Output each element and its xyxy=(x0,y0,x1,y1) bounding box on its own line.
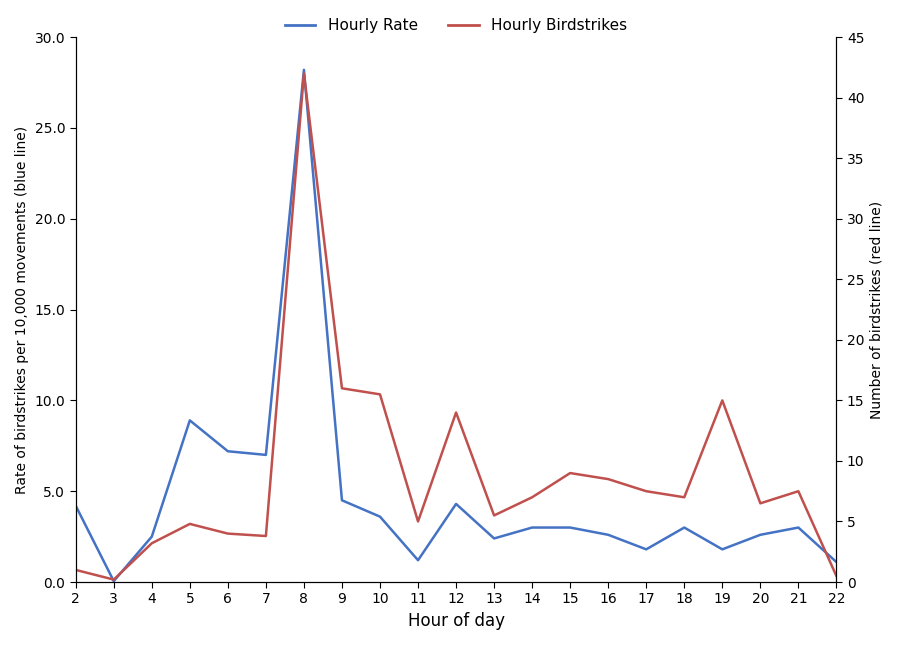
Hourly Rate xyxy=(147,533,157,541)
Legend: Hourly Rate, Hourly Birdstrikes: Hourly Rate, Hourly Birdstrikes xyxy=(279,12,634,39)
Hourly Birdstrikes xyxy=(375,390,386,398)
Hourly Birdstrikes xyxy=(222,530,233,537)
Hourly Rate xyxy=(755,531,766,539)
Hourly Rate xyxy=(184,417,195,424)
Y-axis label: Rate of birdstrikes per 10,000 movements (blue line): Rate of birdstrikes per 10,000 movements… xyxy=(15,126,29,493)
Y-axis label: Number of birdstrikes (red line): Number of birdstrikes (red line) xyxy=(870,201,884,419)
Hourly Birdstrikes xyxy=(450,409,461,417)
Hourly Rate xyxy=(679,524,690,531)
Hourly Rate xyxy=(109,577,120,585)
Hourly Birdstrikes xyxy=(641,488,652,495)
Hourly Birdstrikes xyxy=(109,576,120,584)
Line: Hourly Rate: Hourly Rate xyxy=(76,70,836,581)
Hourly Birdstrikes xyxy=(298,70,309,77)
Hourly Birdstrikes xyxy=(184,520,195,528)
Hourly Rate xyxy=(717,546,727,553)
Hourly Birdstrikes xyxy=(717,397,727,404)
Hourly Rate xyxy=(793,524,804,531)
X-axis label: Hour of day: Hour of day xyxy=(407,612,504,630)
Hourly Rate xyxy=(261,451,271,459)
Hourly Rate xyxy=(641,546,652,553)
Hourly Birdstrikes xyxy=(603,475,614,483)
Hourly Rate xyxy=(489,535,500,542)
Hourly Rate xyxy=(413,557,423,564)
Hourly Rate xyxy=(70,502,81,510)
Hourly Rate xyxy=(298,66,309,74)
Hourly Birdstrikes xyxy=(413,518,423,526)
Hourly Birdstrikes xyxy=(261,532,271,540)
Hourly Birdstrikes xyxy=(679,493,690,501)
Hourly Birdstrikes xyxy=(489,511,500,519)
Hourly Birdstrikes xyxy=(565,469,575,477)
Line: Hourly Birdstrikes: Hourly Birdstrikes xyxy=(76,74,836,580)
Hourly Rate xyxy=(450,500,461,508)
Hourly Birdstrikes xyxy=(831,572,841,580)
Hourly Birdstrikes xyxy=(793,488,804,495)
Hourly Birdstrikes xyxy=(70,566,81,574)
Hourly Rate xyxy=(375,513,386,521)
Hourly Birdstrikes xyxy=(755,499,766,507)
Hourly Birdstrikes xyxy=(147,539,157,547)
Hourly Birdstrikes xyxy=(527,493,538,501)
Hourly Birdstrikes xyxy=(336,384,347,392)
Hourly Rate xyxy=(603,531,614,539)
Hourly Rate xyxy=(336,497,347,504)
Hourly Rate xyxy=(831,558,841,566)
Hourly Rate xyxy=(565,524,575,531)
Hourly Rate xyxy=(222,448,233,455)
Hourly Rate xyxy=(527,524,538,531)
